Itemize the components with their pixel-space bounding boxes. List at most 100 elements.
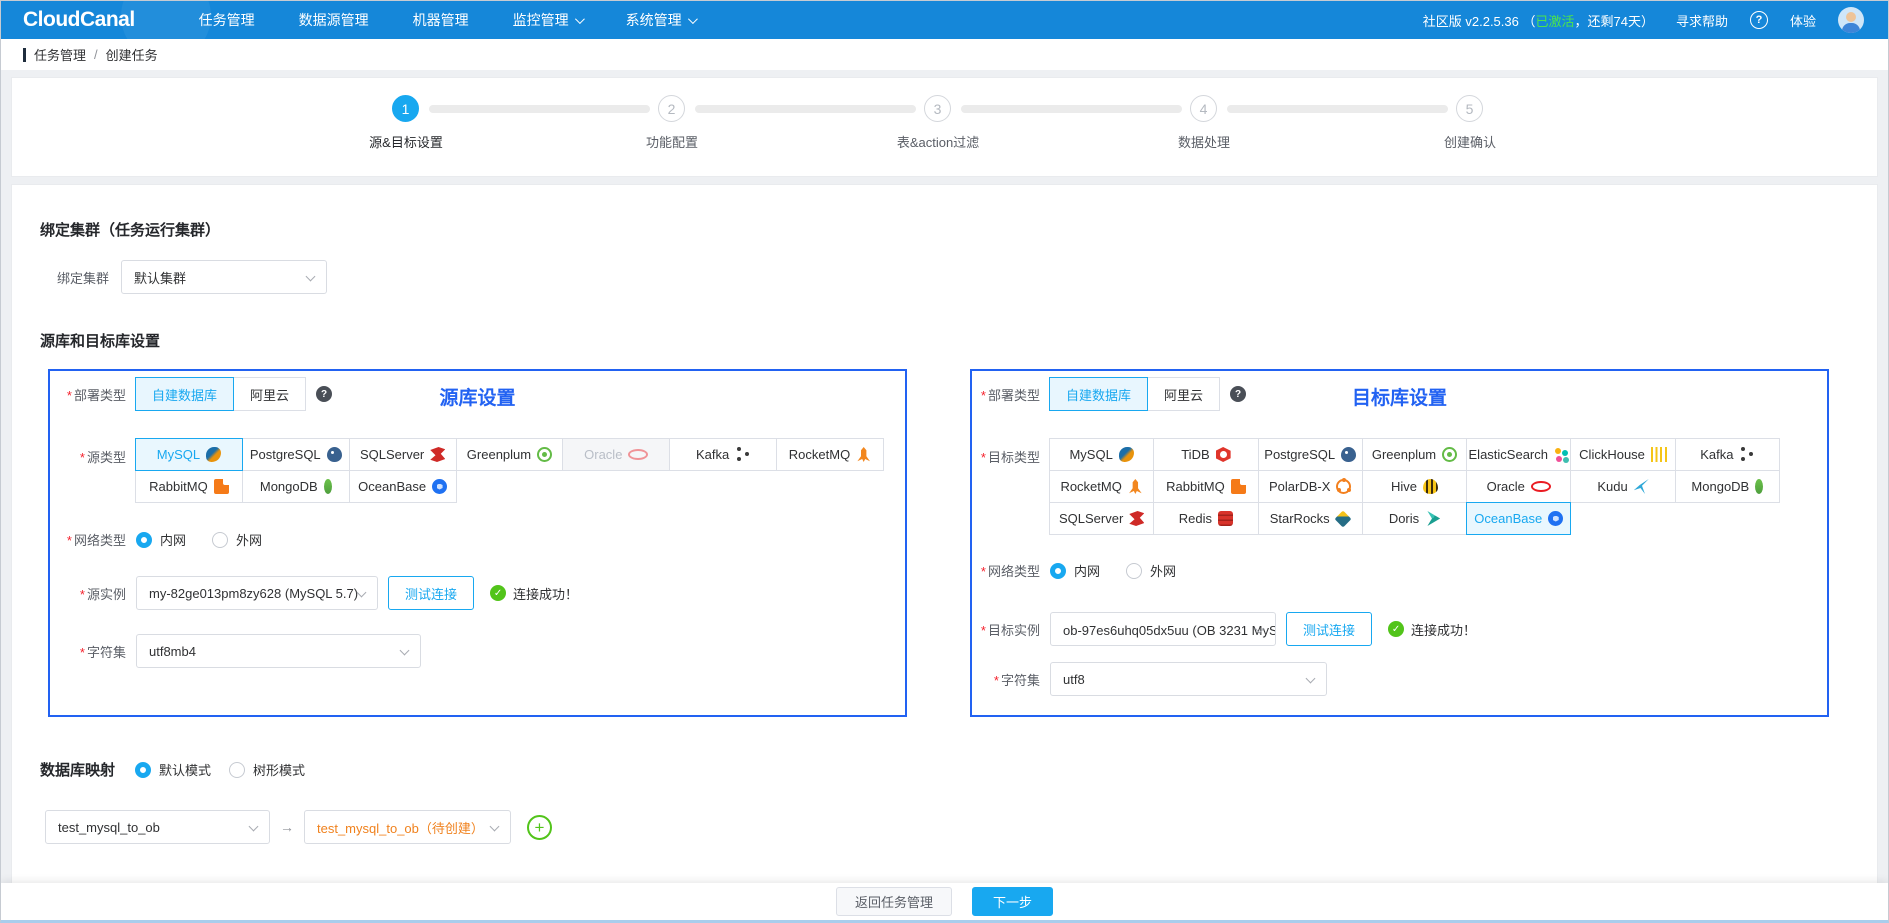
elasticsearch-type-button[interactable]: ElasticSearch [1466,438,1572,471]
help-question-icon[interactable]: ? [316,386,333,402]
kudu-type-button[interactable]: Kudu [1570,470,1676,503]
radio-icon [1126,562,1143,579]
experience-link[interactable]: 体验 [1789,13,1816,29]
breadcrumb-current: 创建任务 [105,48,158,63]
sqlserver-type-button[interactable]: SQLServer [1049,502,1155,535]
nav-machine-management[interactable]: 机器管理 [412,12,469,28]
target-connection-status: ✓ 连接成功！ [1388,620,1476,639]
mapping-title: 数据库映射 [40,762,116,779]
rabbitmq-type-button[interactable]: RabbitMQ [135,470,243,503]
rocketmq-type-button[interactable]: RocketMQ [1049,470,1155,503]
stepper: 1 源&目标设置 2 功能配置 3 表&action过滤 4 数据处理 5 创建… [12,78,1877,159]
nav-monitor-management[interactable]: 监控管理 [513,10,585,30]
deploy-self-hosted[interactable]: 自建数据库 [1049,377,1149,411]
rabbitmq-icon [213,479,229,494]
mysql-icon [1118,447,1134,462]
mapping-mode-radios: 默认模式 树形模式 [135,760,305,779]
target-network-row: * 网络类型 内网 外网 [980,561,1813,580]
nav-task-management[interactable]: 任务管理 [198,12,255,28]
oceanbase-type-button[interactable]: OceanBase [348,470,457,503]
mongodb-type-button[interactable]: MongoDB [241,470,350,503]
source-test-connection-button[interactable]: 测试连接 [388,576,475,610]
network-internal[interactable]: 内网 [1050,561,1100,580]
oracle-icon [628,449,649,460]
source-instance-select[interactable]: my-82ge013pm8zy628 (MySQL 5.7) [136,576,378,610]
nav-system-management[interactable]: 系统管理 [626,10,698,30]
mapping-source-select[interactable]: test_mysql_to_ob [45,810,270,844]
polardbx-type-button[interactable]: PolarDB-X [1257,470,1363,503]
cluster-label: 绑定集群 [57,270,110,286]
sqlserver-type-button[interactable]: SQLServer [348,438,457,471]
breadcrumb-rule [23,47,26,62]
clickhouse-type-button[interactable]: ClickHouse [1570,438,1676,471]
next-step-button[interactable]: 下一步 [972,887,1054,916]
step-4: 4 数据处理 [1178,95,1456,159]
chevron-down-icon [1305,673,1316,684]
oceanbase-type-button[interactable]: OceanBase [1466,502,1572,535]
rabbitmq-type-button[interactable]: RabbitMQ [1153,470,1259,503]
oracle-type-button[interactable]: Oracle [1466,470,1572,503]
deploy-aliyun[interactable]: 阿里云 [233,377,307,411]
back-to-tasks-button[interactable]: 返回任务管理 [835,887,952,916]
network-internal[interactable]: 内网 [136,530,186,549]
mapping-section: 数据库映射 默认模式 树形模式 [40,759,1877,780]
source-charset-row: * 字符集 utf8mb4 [58,634,891,668]
top-navbar: CloudCanal 任务管理 数据源管理 机器管理 监控管理 系统管理 [1,1,1888,39]
radio-icon [212,531,229,548]
target-panel-title: 目标库设置 [1351,388,1448,409]
doris-type-button[interactable]: Doris [1361,502,1468,535]
mapping-target-select[interactable]: test_mysql_to_ob（待创建） [304,810,511,844]
add-mapping-button[interactable]: + [527,814,552,840]
radio-icon [1050,562,1066,579]
deploy-self-hosted[interactable]: 自建数据库 [135,377,235,411]
cloudcanal-logo[interactable]: CloudCanal [23,8,135,31]
chevron-down-icon [574,13,585,24]
postgresql-type-button[interactable]: PostgreSQL [1257,438,1363,471]
source-connection-status: ✓ 连接成功！ [490,584,578,603]
radio-icon [135,761,152,778]
starrocks-type-button[interactable]: StarRocks [1257,502,1363,535]
target-charset-label: 字符集 [1000,672,1040,688]
target-test-connection-button[interactable]: 测试连接 [1286,612,1373,646]
source-charset-select[interactable]: utf8mb4 [136,634,421,668]
target-instance-select[interactable]: ob-97es6uhq05dx5uu (OB 3231 MySQL模式) [1050,612,1276,646]
stepper-card: 1 源&目标设置 2 功能配置 3 表&action过滤 4 数据处理 5 创建… [11,77,1878,177]
rocketmq-type-button[interactable]: RocketMQ [776,438,884,471]
hive-type-button[interactable]: Hive [1361,470,1468,503]
postgresql-type-button[interactable]: PostgreSQL [241,438,350,471]
success-check-icon: ✓ [490,585,507,601]
breadcrumb-root[interactable]: 任务管理 [34,48,87,63]
network-external[interactable]: 外网 [1126,561,1176,580]
mysql-type-button[interactable]: MySQL [135,438,243,471]
step-5-circle: 5 [1456,95,1483,122]
redis-type-button[interactable]: Redis [1153,502,1259,535]
question-circle-icon[interactable]: ? [1749,11,1768,29]
tidb-type-button[interactable]: TiDB [1153,438,1259,471]
mongodb-type-button[interactable]: MongoDB [1674,470,1780,503]
target-charset-select[interactable]: utf8 [1050,662,1327,696]
kafka-type-button[interactable]: Kafka [1674,438,1780,471]
network-external[interactable]: 外网 [212,530,262,549]
greenplum-type-button[interactable]: Greenplum [1361,438,1468,471]
radio-icon [136,531,152,548]
help-question-icon[interactable]: ? [1230,386,1247,402]
mysql-type-button[interactable]: MySQL [1049,438,1155,471]
db-section-title: 源库和目标库设置 [40,333,161,350]
mode-default[interactable]: 默认模式 [135,760,211,779]
source-network-label: 网络类型 [73,533,126,548]
source-success-text: 连接成功！ [513,586,579,602]
kafka-type-button[interactable]: Kafka [669,438,778,471]
source-instance-label: 源实例 [86,586,126,602]
mode-tree[interactable]: 树形模式 [229,760,305,779]
help-link[interactable]: 寻求帮助 [1675,13,1728,29]
arrow-right-icon: → [280,819,294,835]
mapping-row: test_mysql_to_ob → test_mysql_to_ob（待创建）… [45,810,1877,844]
nav-datasource-management[interactable]: 数据源管理 [298,12,369,28]
redis-icon [1218,511,1234,526]
greenplum-type-button[interactable]: Greenplum [455,438,564,471]
user-avatar[interactable] [1838,7,1864,33]
deploy-aliyun[interactable]: 阿里云 [1147,377,1221,411]
cluster-select[interactable]: 默认集群 [121,260,328,294]
target-type-row: * 目标类型 MySQL TiDB PostgreSQL [980,438,1813,535]
